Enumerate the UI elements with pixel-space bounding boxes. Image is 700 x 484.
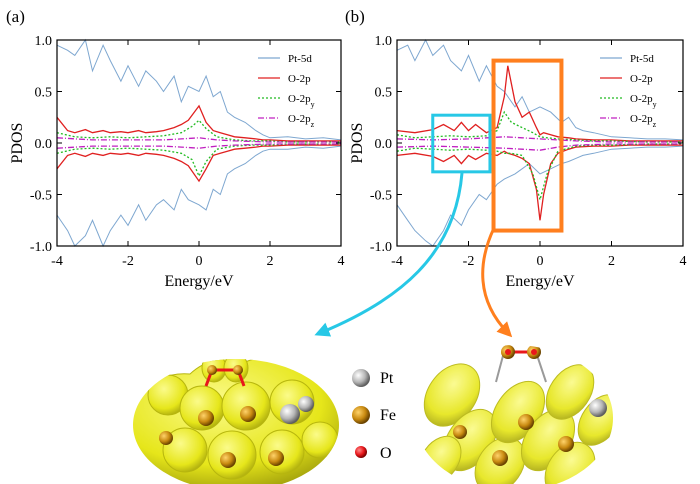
legend-label-o-2pz: O-2pz <box>288 113 315 129</box>
series-line-o-2pz-up <box>396 136 683 143</box>
legend-label-text: Pt-5d <box>630 53 654 65</box>
atom-legend: Pt Fe O <box>352 369 396 462</box>
x-tick-label: 2 <box>608 254 615 269</box>
legend-label-o-2p: O-2p <box>288 73 311 85</box>
legend-label-subscript: y <box>311 100 315 109</box>
legend-label-text: O-2p <box>630 113 653 125</box>
y-tick-label: -1.0 <box>370 240 392 255</box>
y-tick-label: 0.0 <box>35 137 53 152</box>
series-line-o-2py-up <box>396 110 683 143</box>
panel-label: (b) <box>345 7 365 26</box>
legend-label-o-2py: O-2py <box>288 93 315 109</box>
series-line-pt-5d-down <box>56 145 342 248</box>
x-tick-label: -2 <box>122 254 134 269</box>
series-line-o-2py-up <box>56 119 341 143</box>
legend-label-text: O-2p <box>288 113 311 125</box>
x-tick-label: 2 <box>267 254 274 269</box>
pdos-panels: -4 -2 0 2 4 1.0 0.5 0.0 -0.5 -1.0 Energy/eV PDOS (a)… <box>6 7 687 290</box>
x-tick-label: -4 <box>391 254 403 269</box>
series-line-pt-5d-up <box>396 38 684 141</box>
series-line-o-2pz-down <box>56 143 341 149</box>
fe-atom-icon <box>352 406 370 424</box>
pt-atom-icon <box>352 369 370 387</box>
series-line-o-2py-down <box>56 143 341 178</box>
structure-left-charge-density <box>133 359 339 484</box>
plot-frame <box>56 39 342 247</box>
series-line-o-2p-up <box>396 65 683 142</box>
legend-label-text: O-2p <box>630 73 653 85</box>
series-line-o-2p-down <box>396 144 683 221</box>
x-tick-label: 4 <box>338 254 345 269</box>
legend-label-subscript: y <box>653 100 657 109</box>
y-tick-label: -0.5 <box>370 189 392 204</box>
atom-label-o: O <box>380 445 392 462</box>
legend-label-pt-5d: Pt-5d <box>288 53 312 65</box>
atom-label-fe: Fe <box>380 407 396 424</box>
series-group <box>396 38 684 247</box>
o-atom-icon <box>355 446 367 458</box>
y-tick-label: 0.5 <box>375 86 393 101</box>
y-tick-label: 1.0 <box>375 34 393 49</box>
series-line-o-2p-up <box>56 104 341 142</box>
highlight-box-orange <box>491 58 564 233</box>
x-tick-label: -2 <box>463 254 475 269</box>
legend-label-pt-5d: Pt-5d <box>630 53 654 65</box>
y-tick-label: -1.0 <box>30 240 52 255</box>
legend-label-text: O-2p <box>288 73 311 85</box>
series-line-o-2pz-up <box>56 137 341 143</box>
series-line-o-2p-down <box>56 144 341 183</box>
y-tick-label: 0.5 <box>35 86 53 101</box>
legend-label-text: O-2p <box>630 93 653 105</box>
x-tick-label: -4 <box>51 254 63 269</box>
legend-label-text: Pt-5d <box>288 53 312 65</box>
panel-label: (a) <box>6 7 25 26</box>
x-axis-title: Energy/eV <box>505 273 574 290</box>
orange-callout-arrow <box>481 227 513 338</box>
y-axis-title: PDOS <box>349 123 366 164</box>
series-line-pt-5d-up <box>56 38 342 141</box>
legend-label-subscript: z <box>653 120 657 129</box>
series-line-o-2py-down <box>396 143 683 203</box>
y-tick-label: -0.5 <box>30 189 52 204</box>
legend-label-subscript: z <box>311 120 315 129</box>
series-group <box>56 38 342 248</box>
pdos-panel-b: -4 -2 0 2 4 1.0 0.5 0.0 -0.5 -1.0 Energy/eV PDOS (b)… <box>345 7 687 290</box>
legend-label-text: O-2p <box>288 93 311 105</box>
y-axis-title: PDOS <box>9 123 26 164</box>
cyan-callout-arrow <box>314 172 464 337</box>
atom-label-pt: Pt <box>380 370 394 387</box>
structure-right-charge-density <box>415 345 613 484</box>
series-line-o-2pz-down <box>396 143 683 151</box>
legend-label-o-2py: O-2py <box>630 93 657 109</box>
y-tick-label: 1.0 <box>35 34 53 49</box>
x-tick-label: 0 <box>537 254 544 269</box>
highlight-box-cyan <box>431 113 492 174</box>
x-tick-label: 4 <box>680 254 687 269</box>
legend-label-o-2p: O-2p <box>630 73 653 85</box>
x-axis-title: Energy/eV <box>164 273 233 290</box>
y-tick-label: 0.0 <box>375 137 393 152</box>
series-line-pt-5d-down <box>396 145 684 247</box>
legend-label-o-2pz: O-2pz <box>630 113 657 129</box>
pdos-panel-a: -4 -2 0 2 4 1.0 0.5 0.0 -0.5 -1.0 Energy/eV PDOS (a)… <box>6 7 345 290</box>
x-tick-label: 0 <box>196 254 203 269</box>
